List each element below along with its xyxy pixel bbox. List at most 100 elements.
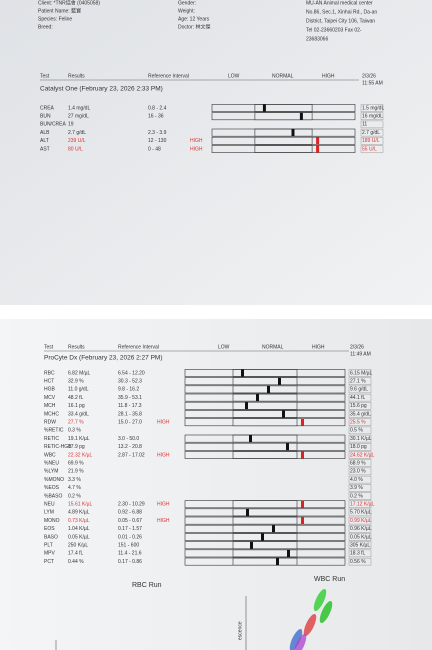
prev-box	[348, 369, 372, 377]
gap	[0, 305, 432, 319]
marker	[261, 533, 264, 541]
header-left: Species: Feline	[38, 16, 72, 22]
previous-value: 25.5 %	[350, 420, 366, 426]
marker	[301, 517, 304, 525]
result: 19.1 K/µL	[68, 436, 90, 442]
column-header: LOW	[218, 344, 230, 350]
reference: 15.0 - 27.0	[118, 420, 142, 426]
scatter-cluster	[293, 633, 307, 650]
marker	[301, 418, 304, 426]
reference: 0.92 - 6.88	[118, 510, 142, 516]
prev-box	[348, 549, 372, 558]
prev-box	[348, 418, 372, 426]
previous-value: 18.0 pg	[350, 444, 367, 450]
prev-box	[360, 112, 384, 120]
previous-value: 68.9 %	[350, 461, 366, 467]
normal-range	[232, 500, 298, 509]
normal-range	[254, 136, 313, 145]
header-right: District, Taipei City 106, Taiwan	[306, 18, 375, 24]
result: 17.9 pg	[68, 444, 85, 450]
result: 2.7 g/dL	[68, 130, 86, 136]
previous-value: 4.0 %	[350, 477, 363, 483]
normal-range	[232, 369, 298, 377]
prev-box	[348, 525, 372, 533]
result: 32.9 %	[68, 379, 84, 385]
test-name: %NEU	[44, 461, 59, 467]
previous-value: 2.7 g/dL	[362, 130, 380, 136]
column-header: Results	[68, 73, 85, 79]
prev-time: 11:49 AM	[350, 351, 371, 357]
column-header: NORMAL	[262, 344, 284, 350]
marker	[286, 443, 289, 451]
section-title: ProCyte Dx (February 23, 2026 2:27 PM)	[44, 355, 163, 362]
reference: 2.3 - 3.9	[148, 130, 167, 136]
marker	[241, 369, 244, 377]
prev-box	[348, 557, 372, 566]
test-name: %EOS	[44, 485, 60, 491]
result: 1.04 K/µL	[68, 526, 90, 532]
prev-box	[360, 104, 384, 112]
marker	[276, 558, 279, 566]
previous-value: 305 K/µL	[350, 543, 370, 549]
test-name: MCH	[44, 403, 56, 409]
prev-box	[348, 484, 372, 492]
result: 3.3 %	[68, 477, 81, 483]
result: 239 U/L	[68, 138, 86, 144]
result: 0.2 %	[68, 493, 81, 499]
previous-value: 18.3 fL	[350, 551, 366, 557]
previous-value: 17.12 K/µL	[350, 502, 375, 508]
marker	[282, 410, 285, 418]
test-name: RDW	[44, 420, 56, 426]
test-name: RBC	[44, 370, 55, 376]
previous-value: 189 U/L	[362, 138, 380, 144]
reference: 16 - 36	[148, 114, 164, 120]
section-title: Catalyst One (February 23, 2026 2:33 PM)	[40, 86, 163, 93]
normal-range	[254, 145, 313, 153]
normal-range	[232, 524, 298, 533]
header-right: 23683066	[306, 36, 328, 42]
reference: 151 - 600	[118, 543, 139, 549]
previous-value: 15.6 pg	[350, 403, 367, 409]
normal-range	[232, 516, 298, 525]
previous-value: 6.15 M/µL	[350, 370, 373, 376]
test-name: BUN	[40, 114, 51, 120]
prev-box	[348, 385, 372, 394]
test-name: RETIC	[44, 436, 59, 442]
marker	[262, 104, 266, 112]
previous-value: 0.2 %	[350, 493, 363, 499]
test-name: PLT	[44, 543, 53, 549]
normal-range	[232, 434, 298, 443]
prev-box	[360, 137, 384, 145]
prev-box	[348, 434, 372, 443]
prev-box	[348, 443, 372, 451]
prev-box	[348, 459, 372, 467]
column-header: Reference Interval	[148, 73, 189, 79]
normal-range	[254, 128, 313, 137]
scatter-cluster	[319, 600, 333, 624]
test-name: ALB	[40, 130, 50, 136]
test-name: %MONO	[44, 477, 64, 483]
normal-range	[232, 533, 298, 541]
column-header: Test	[40, 73, 50, 79]
reference: 0.17 - 1.57	[118, 526, 142, 532]
test-name: LYM	[44, 510, 54, 516]
flag: HIGH	[157, 452, 170, 458]
reference: 35.9 - 53.1	[118, 395, 142, 401]
reference: 13.2 - 20.8	[118, 444, 142, 450]
test-name: CREA	[40, 105, 55, 111]
header-middle: Weight:	[178, 8, 195, 14]
result: 27 mg/dL	[68, 114, 89, 120]
test-name: WBC	[44, 452, 56, 458]
result: 69.9 %	[68, 461, 84, 467]
column-header: NORMAL	[272, 73, 294, 79]
normal-range	[232, 508, 298, 517]
result: 0.44 %	[68, 559, 84, 565]
previous-value: 0.56 %	[350, 559, 366, 565]
previous-value: 23.0 %	[350, 469, 366, 475]
column-header: HIGH	[312, 344, 325, 350]
previous-value: 0.99 K/µL	[350, 518, 372, 524]
test-name: BASO	[44, 534, 58, 540]
prev-box	[348, 393, 372, 402]
prev-box	[360, 120, 384, 129]
